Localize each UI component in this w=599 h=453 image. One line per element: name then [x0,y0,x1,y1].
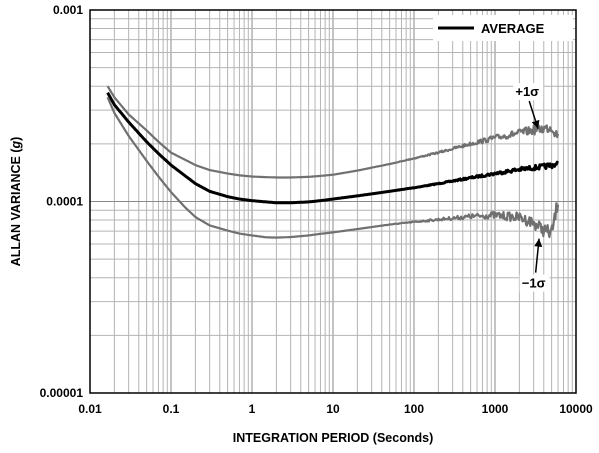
plot-frame [89,9,577,394]
annotation-minus-1-sigma-arrow-head [534,238,543,247]
x-tick-label: 100 [404,402,424,416]
legend-label-average: AVERAGE [481,21,545,36]
x-tick-labels: 0.01 0.1 1 10 100 1000 10000 [78,402,593,416]
annotation-plus-1-sigma-label: +1σ [515,84,539,99]
legend: AVERAGE [433,15,573,41]
y-tick-label: 0.0001 [46,195,83,209]
x-axis-title: INTEGRATION PERIOD (Seconds) [233,431,433,445]
y-axis-title-suffix: ) [9,137,23,141]
series-average-line [106,91,560,205]
annotation-minus-1-sigma-label: −1σ [522,276,546,291]
x-tick-label: 10 [326,402,340,416]
y-tick-label: 0.00001 [40,386,84,400]
y-tick-label: 0.001 [53,3,83,17]
annotations: +1σ −1σ [513,83,550,292]
x-tick-label: 10000 [559,402,593,416]
y-axis-title-unit: g [9,140,23,149]
x-tick-label: 0.1 [163,402,180,416]
y-axis-title: ALLAN VARIANCE (g) [9,137,23,267]
grid-lines [89,10,576,394]
y-axis-title-prefix: ALLAN VARIANCE ( [9,148,23,267]
series-layer [106,85,560,239]
series-plus-1-sigma-line [106,85,560,179]
y-tick-labels: 0.00001 0.0001 0.001 [40,3,84,400]
x-tick-label: 1 [249,402,256,416]
x-tick-label: 1000 [482,402,509,416]
x-tick-label: 0.01 [78,402,102,416]
annotation-plus-1-sigma-arrow-head [531,119,540,129]
annotation-minus-1-sigma-backdrop [519,274,550,292]
series-minus-1-sigma-line [106,96,560,239]
annotation-plus-1-sigma-backdrop [513,83,544,101]
